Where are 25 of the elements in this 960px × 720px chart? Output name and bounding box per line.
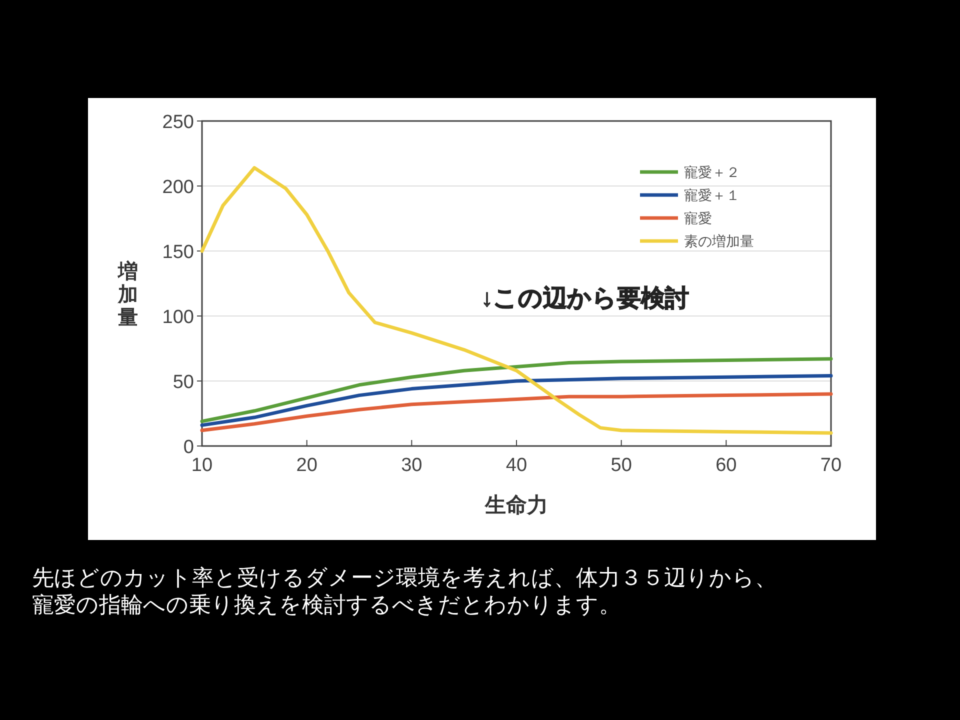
- y-tick-label: 50: [172, 372, 194, 393]
- legend-label: 素の増加量: [684, 233, 754, 249]
- legend-label: 寵愛＋１: [684, 187, 740, 203]
- x-tick-label: 40: [506, 455, 528, 476]
- x-tick-label: 10: [191, 455, 213, 476]
- y-tick-label: 200: [162, 177, 194, 198]
- y-tick-label: 0: [183, 437, 194, 458]
- line-series: [200, 166, 833, 435]
- x-tick-label: 60: [716, 455, 737, 476]
- line-series: [200, 357, 833, 424]
- text: 先ほどのカット率と受けるダメージ環境を考えれば、体力３５辺りから、寵愛の指輪への乗り換えを検討するべきだとわかります。: [32, 565, 777, 617]
- y-tick-label: 250: [162, 112, 194, 133]
- x-axis-title: 生命力: [484, 494, 548, 517]
- x-tick-label: 50: [610, 455, 632, 476]
- legend-label: 寵愛: [684, 210, 712, 226]
- x-tick-label: 20: [296, 455, 318, 476]
- x-tick-label: 30: [401, 455, 422, 476]
- y-tick-label: 100: [162, 307, 194, 328]
- y-tick-label: 150: [162, 242, 194, 263]
- line-series: [200, 374, 833, 427]
- x-tick-label: 70: [820, 455, 842, 476]
- line-series: [200, 392, 833, 432]
- y-axis-title: 増加量: [117, 260, 138, 329]
- annotation: ↓この辺から要検討: [481, 285, 689, 312]
- legend-label: 寵愛＋２: [684, 164, 740, 180]
